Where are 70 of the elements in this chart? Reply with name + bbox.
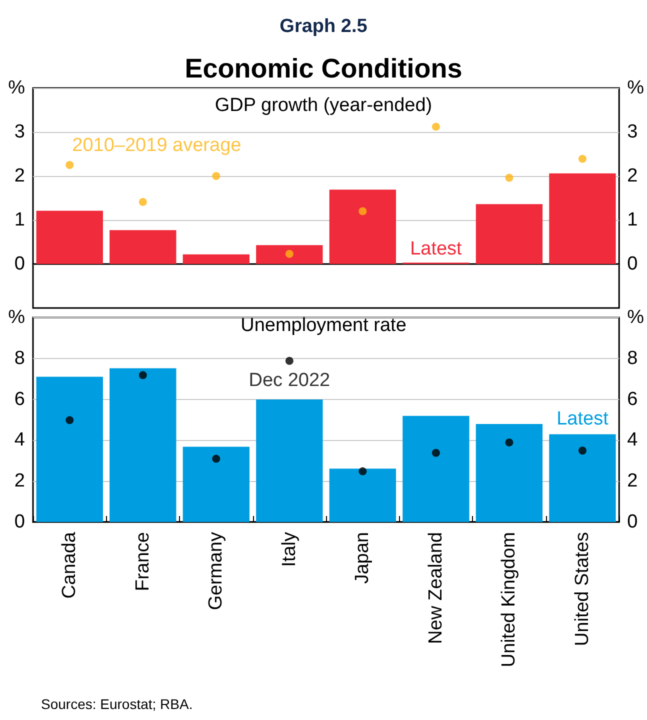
y-tick-label: % xyxy=(8,78,26,98)
y-tick-label: % xyxy=(8,307,26,328)
series-label: Latest xyxy=(410,238,463,260)
point xyxy=(505,438,514,446)
x-tick-label: France xyxy=(132,532,154,592)
point xyxy=(66,161,74,169)
bar xyxy=(329,468,396,522)
bar xyxy=(182,446,250,522)
y2-tick-label: 8 xyxy=(627,348,638,369)
bar xyxy=(476,204,543,264)
point xyxy=(285,250,294,258)
y2-tick-label: 1 xyxy=(627,210,638,230)
y2-tick-label: 3 xyxy=(627,122,638,142)
y2-tick-label: % xyxy=(627,78,644,98)
y-tick-label: 0 xyxy=(14,254,25,274)
point xyxy=(578,446,586,455)
x-tick-label: Germany xyxy=(206,532,227,610)
point xyxy=(358,207,367,216)
y2-tick-label: 0 xyxy=(627,254,638,274)
bar xyxy=(549,434,616,522)
y-tick-label: 2 xyxy=(14,470,25,492)
bar xyxy=(476,424,543,522)
y2-tick-label: 4 xyxy=(627,430,638,451)
y-tick-label: 0 xyxy=(14,512,25,532)
series-label: 2010–2019 average xyxy=(72,135,242,156)
series-label: Dec 2022 xyxy=(248,370,330,391)
chart-title: Economic Conditions xyxy=(184,54,462,84)
y2-tick-label: 0 xyxy=(627,512,638,532)
y2-tick-label: 2 xyxy=(627,166,638,186)
point xyxy=(432,122,440,131)
bar xyxy=(256,245,323,264)
chart-subtitle: GDP growth (year-ended) xyxy=(214,95,432,116)
y-tick-label: 3 xyxy=(14,122,25,142)
y2-tick-label: 6 xyxy=(627,388,638,410)
y-tick-label: 1 xyxy=(14,210,25,230)
y-tick-label: 4 xyxy=(14,430,26,451)
y-tick-label: 8 xyxy=(14,348,25,369)
point xyxy=(285,356,294,365)
bar xyxy=(402,416,470,522)
x-tick-label: United States xyxy=(572,532,593,646)
source-note: Sources: Eurostat; RBA. xyxy=(41,696,193,712)
bar xyxy=(549,173,616,264)
bar xyxy=(110,230,176,264)
point xyxy=(66,416,74,424)
bar xyxy=(36,210,103,264)
bar xyxy=(182,254,250,264)
series-label: Latest xyxy=(556,408,610,430)
point xyxy=(358,467,367,476)
x-tick-label: Canada xyxy=(59,532,80,599)
point xyxy=(212,454,220,463)
point xyxy=(138,371,147,380)
bar xyxy=(36,376,103,522)
bar xyxy=(110,368,176,522)
y2-tick-label: % xyxy=(627,307,644,328)
chart-title: Unemployment rate xyxy=(240,315,406,336)
y-tick-label: 6 xyxy=(14,388,25,410)
y2-tick-label: 2 xyxy=(627,470,638,492)
point xyxy=(505,174,514,182)
x-tick-label: United Kingdom xyxy=(498,532,520,668)
y-tick-label: 2 xyxy=(14,166,25,186)
x-tick-label: Japan xyxy=(352,532,374,584)
caption: Graph 2.5 xyxy=(280,16,368,37)
bar xyxy=(256,400,323,522)
x-tick-label: Italy xyxy=(278,532,300,567)
point xyxy=(212,172,220,180)
point xyxy=(578,154,586,163)
x-tick-label: New Zealand xyxy=(425,532,446,644)
bar xyxy=(329,190,396,264)
point xyxy=(432,448,440,457)
point xyxy=(138,198,147,206)
